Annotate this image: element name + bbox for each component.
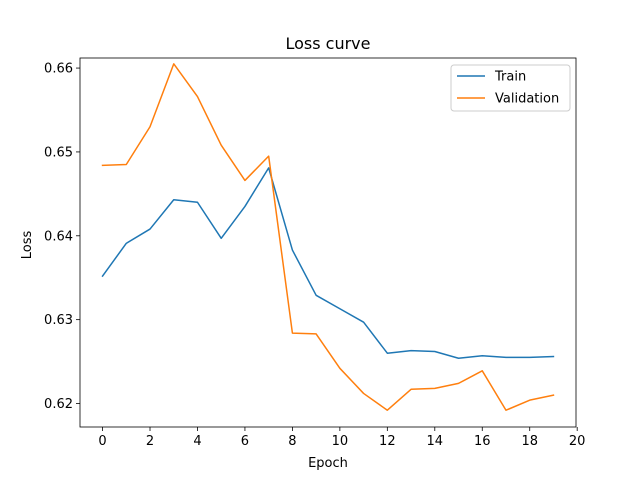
y-tick-label: 0.66 xyxy=(44,62,73,77)
x-tick-label: 10 xyxy=(332,434,349,449)
x-tick-label: 16 xyxy=(474,434,491,449)
legend: Train Validation xyxy=(450,64,571,112)
x-tick-label: 12 xyxy=(379,434,396,449)
y-axis-label: Loss xyxy=(20,231,35,260)
axes-frame xyxy=(79,57,577,428)
y-tick-label: 0.63 xyxy=(44,313,73,328)
x-tick-label: 20 xyxy=(569,434,586,449)
y-tick-label: 0.62 xyxy=(44,397,73,412)
legend-label-train: Train xyxy=(494,70,526,85)
x-tick-label: 18 xyxy=(521,434,538,449)
y-tick-label: 0.64 xyxy=(44,229,73,244)
x-tick-label: 0 xyxy=(98,434,106,449)
x-tick-label: 8 xyxy=(288,434,296,449)
y-tick-label: 0.65 xyxy=(44,145,73,160)
series-line-validation xyxy=(101,63,555,411)
x-tick-label: 2 xyxy=(146,434,154,449)
x-tick-label: 6 xyxy=(241,434,249,449)
chart-title: Loss curve xyxy=(285,34,370,53)
series-line-train xyxy=(101,167,555,359)
x-axis-label: Epoch xyxy=(308,456,348,471)
legend-label-validation: Validation xyxy=(495,92,559,107)
plot-area: 0 2 4 6 8 10 12 14 16 18 20 0.62 0.63 0.64 0.65 0.66 xyxy=(44,57,586,449)
x-tick-label: 14 xyxy=(427,434,444,449)
x-tick-label: 4 xyxy=(193,434,201,449)
